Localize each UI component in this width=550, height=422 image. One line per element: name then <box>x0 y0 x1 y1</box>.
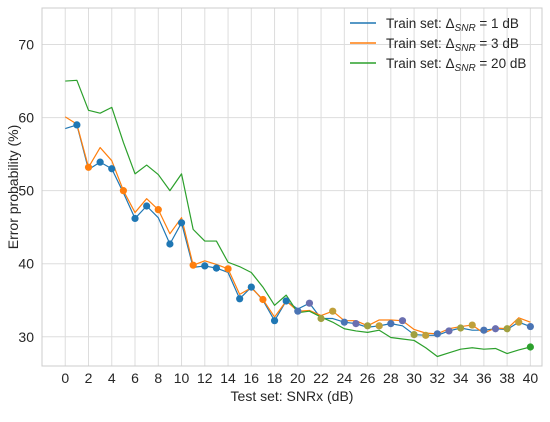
legend-label-2: Train set: ΔSNR = 20 dB <box>386 56 526 74</box>
data-point-marker <box>224 265 232 273</box>
x-tick-label: 6 <box>131 370 139 386</box>
data-point-marker <box>119 187 127 195</box>
data-point-marker <box>177 219 186 227</box>
data-point-marker <box>96 158 104 166</box>
grid <box>42 8 542 366</box>
legend-label-0: Train set: ΔSNR = 1 dB <box>386 16 519 34</box>
data-point-marker <box>294 307 302 315</box>
legend-label-1: Train set: ΔSNR = 3 dB <box>386 36 519 54</box>
data-point-marker <box>166 240 174 248</box>
data-point-marker <box>305 299 314 307</box>
x-tick-label: 18 <box>267 370 283 386</box>
data-point-marker <box>212 264 221 272</box>
data-point-marker <box>340 318 348 326</box>
legend-label-subscript: SNR <box>455 63 476 74</box>
data-point-marker <box>491 325 500 333</box>
plot-frame <box>41 7 543 367</box>
data-point-marker <box>375 322 383 330</box>
x-tick-label: 20 <box>290 370 306 386</box>
data-point-marker <box>73 121 81 129</box>
x-tick-label: 12 <box>197 370 213 386</box>
legend-label-prefix: Train set: Δ <box>386 36 455 51</box>
x-tick-label: 0 <box>61 370 69 386</box>
data-point-marker <box>154 206 162 214</box>
data-point-marker <box>259 295 267 304</box>
y-tick-label: 30 <box>18 329 34 345</box>
x-tick-label: 14 <box>220 370 236 386</box>
data-point-marker <box>282 297 290 305</box>
tick-labels: 0 2 4 6 8 10 12 14 16 18 20 22 24 26 28 30 32 34 36 38 40304… <box>18 37 538 386</box>
legend-label-suffix: = 1 dB <box>476 16 519 31</box>
markers-group <box>73 121 534 351</box>
x-tick-label: 8 <box>154 370 162 386</box>
x-tick-label: 32 <box>430 370 446 386</box>
x-tick-label: 26 <box>360 370 376 386</box>
y-tick-label: 60 <box>18 110 34 126</box>
x-tick-label: 38 <box>499 370 515 386</box>
y-tick-label: 50 <box>18 183 34 199</box>
legend-label-prefix: Train set: Δ <box>386 16 455 31</box>
legend-label-suffix: = 3 dB <box>476 36 519 51</box>
data-point-marker <box>526 322 534 331</box>
legend-label-suffix: = 20 dB <box>476 56 527 71</box>
data-point-marker <box>143 202 151 210</box>
data-point-marker <box>84 163 93 171</box>
data-point-marker <box>526 343 534 351</box>
data-point-marker <box>433 330 441 338</box>
data-point-marker <box>236 295 244 303</box>
data-point-marker <box>270 317 279 325</box>
legend-label-subscript: SNR <box>455 23 476 34</box>
y-tick-label: 40 <box>18 256 34 272</box>
data-point-marker <box>457 324 465 332</box>
data-point-marker <box>201 262 209 270</box>
x-tick-label: 36 <box>476 370 492 386</box>
data-point-marker <box>317 314 325 323</box>
data-point-marker <box>422 331 430 339</box>
x-tick-label: 24 <box>337 370 353 386</box>
legend-label-prefix: Train set: Δ <box>386 56 455 71</box>
data-point-marker <box>445 327 453 335</box>
data-point-marker <box>131 214 139 223</box>
data-point-marker <box>247 283 255 291</box>
data-point-marker <box>352 320 360 328</box>
data-point-marker <box>398 317 407 325</box>
y-tick-label: 70 <box>18 37 34 53</box>
x-tick-label: 28 <box>383 370 399 386</box>
data-point-marker <box>515 318 523 326</box>
x-tick-label: 34 <box>453 370 469 386</box>
data-point-marker <box>387 320 395 328</box>
legend-label-subscript: SNR <box>455 43 476 54</box>
data-point-marker <box>503 325 511 333</box>
x-tick-label: 22 <box>313 370 329 386</box>
data-point-marker <box>410 330 418 339</box>
data-point-marker <box>480 326 488 334</box>
x-tick-label: 10 <box>174 370 190 386</box>
x-tick-label: 4 <box>108 370 116 386</box>
x-tick-label: 40 <box>523 370 539 386</box>
y-axis-label: Error probability (%) <box>5 125 21 249</box>
data-point-marker <box>329 307 337 315</box>
x-tick-label: 30 <box>406 370 422 386</box>
x-tick-label: 2 <box>85 370 93 386</box>
data-point-marker <box>363 322 372 330</box>
data-point-marker <box>189 261 197 269</box>
x-axis-label: Test set: SNRx (dB) <box>231 388 354 404</box>
x-tick-label: 16 <box>244 370 260 386</box>
data-point-marker <box>468 321 476 329</box>
data-point-marker <box>108 165 116 173</box>
